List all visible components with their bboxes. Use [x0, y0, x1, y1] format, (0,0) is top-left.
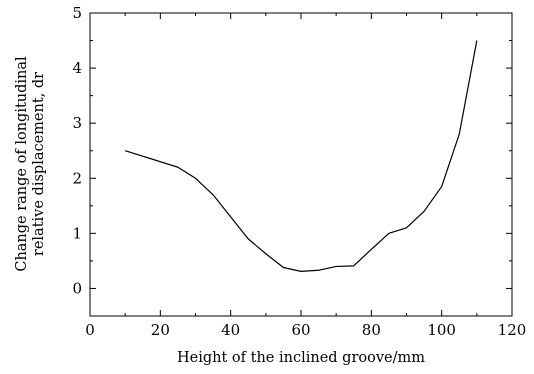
y-axis-label: Change range of longitudinal relative di… [14, 56, 47, 272]
x-tick-label: 40 [221, 321, 240, 339]
y-axis-label-line-1: Change range of longitudinal [14, 56, 30, 272]
x-tick-label: 0 [85, 321, 95, 339]
x-axis-label: Height of the inclined groove/mm [177, 350, 425, 366]
x-tick-label: 80 [362, 321, 381, 339]
x-tick-label: 100 [427, 321, 456, 339]
y-axis-ticks: 0 1 2 3 4 5 [72, 4, 512, 317]
y-tick-label: 4 [72, 59, 82, 77]
x-tick-label: 20 [151, 321, 170, 339]
data-line [124, 40, 478, 272]
y-tick-label: 3 [72, 114, 82, 132]
y-axis-label-line-2: relative displacement, dr [31, 72, 47, 256]
x-tick-label: 60 [291, 321, 310, 339]
y-tick-label: 5 [72, 4, 82, 22]
x-axis-ticks: 0 20 40 60 80 100 120 [85, 13, 526, 339]
x-tick-label: 120 [498, 321, 527, 339]
y-tick-label: 1 [72, 224, 82, 242]
y-tick-label: 2 [72, 169, 82, 187]
y-tick-label: 0 [72, 279, 82, 297]
